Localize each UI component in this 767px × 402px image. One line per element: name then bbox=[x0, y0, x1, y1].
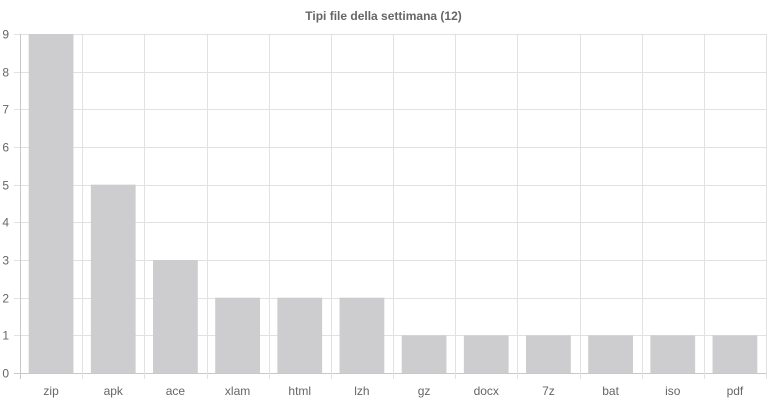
bar-apk bbox=[90, 184, 136, 373]
y-tick-label: 6 bbox=[2, 141, 9, 155]
x-tick-label: ace bbox=[166, 384, 186, 398]
bar-bat bbox=[588, 335, 633, 373]
bar-docx bbox=[463, 335, 509, 373]
y-tick-label: 2 bbox=[2, 292, 9, 306]
bar-pdf bbox=[712, 335, 758, 373]
x-tick-label: docx bbox=[474, 384, 499, 398]
bars bbox=[28, 34, 758, 373]
x-tick-label: html bbox=[288, 384, 311, 398]
bar-zip bbox=[28, 34, 74, 373]
y-axis: 0 1 2 3 4 5 6 7 8 9 bbox=[2, 28, 9, 381]
bar-gz bbox=[401, 335, 447, 373]
x-tick-label: pdf bbox=[727, 384, 744, 398]
x-tick-label: bat bbox=[602, 384, 619, 398]
x-tick-label: lzh bbox=[354, 384, 369, 398]
y-tick-label: 4 bbox=[2, 216, 9, 230]
bar-html bbox=[277, 297, 323, 373]
x-tick-label: iso bbox=[665, 384, 681, 398]
x-tick-label: gz bbox=[418, 384, 431, 398]
y-tick-label: 1 bbox=[2, 329, 9, 343]
bar-ace bbox=[153, 260, 198, 373]
y-tick-label: 9 bbox=[2, 28, 9, 42]
x-tick-label: 7z bbox=[542, 384, 555, 398]
bar-xlam bbox=[215, 297, 260, 373]
y-tick-label: 8 bbox=[2, 66, 9, 80]
bar-7z bbox=[526, 335, 571, 373]
x-tick-label: xlam bbox=[225, 384, 250, 398]
x-tick-label: zip bbox=[43, 384, 59, 398]
y-tick-label: 3 bbox=[2, 254, 9, 268]
bar-lzh bbox=[339, 297, 385, 373]
y-tick-label: 5 bbox=[2, 179, 9, 193]
x-tick-label: apk bbox=[104, 384, 124, 398]
chart-title: Tipi file della settimana (12) bbox=[305, 9, 462, 23]
y-tick-label: 0 bbox=[2, 367, 9, 381]
y-tick-label: 7 bbox=[2, 103, 9, 117]
bar-iso bbox=[650, 335, 696, 373]
x-axis: zip apk ace xlam html lzh gz docx 7z bat iso pdf bbox=[43, 384, 744, 398]
